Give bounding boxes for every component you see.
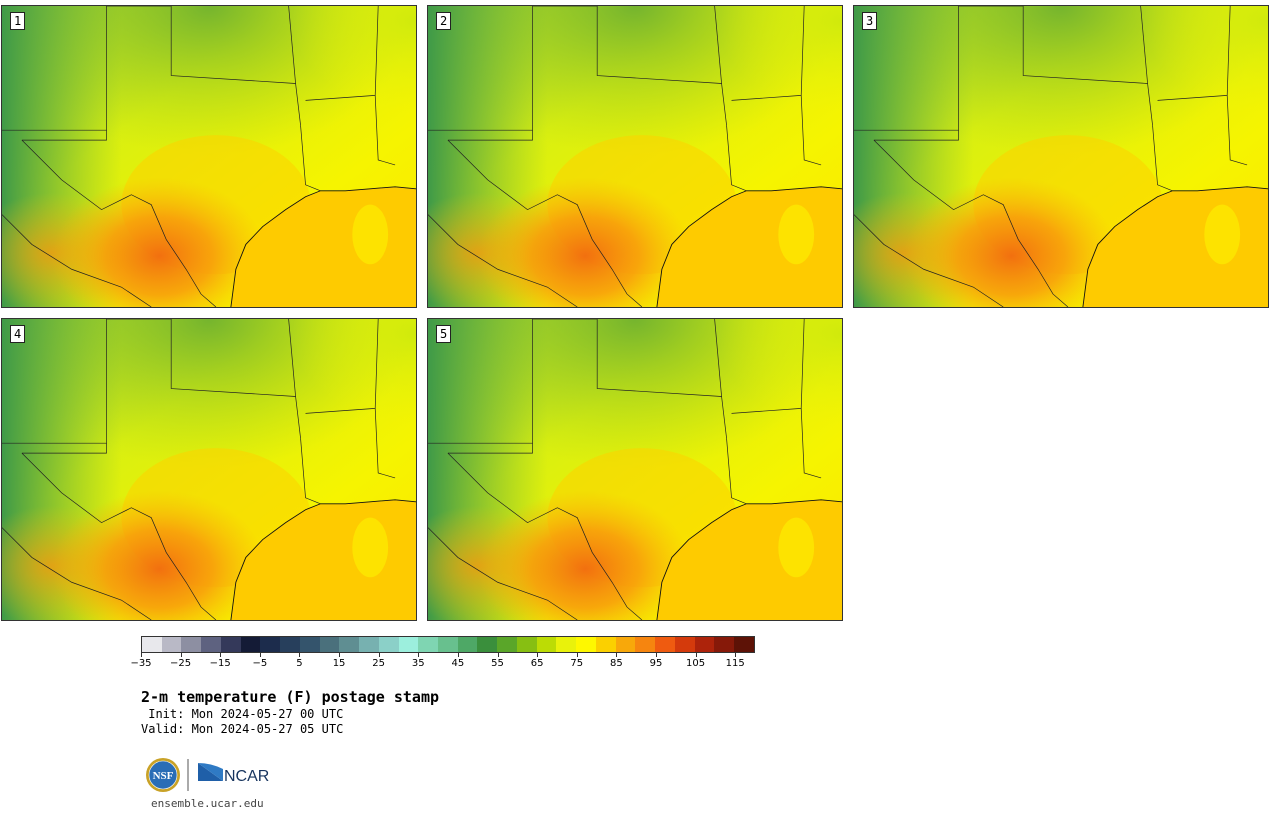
- colorbar-tick-label: 65: [530, 658, 544, 669]
- colorbar-ticks: −35 −25 −15 −5 5 15 25 35 45 55 65 75 85 95 105 115: [130, 653, 755, 673]
- temperature-map: [428, 6, 842, 307]
- colorbar-bin: [674, 637, 695, 652]
- colorbar-bin: [457, 637, 478, 652]
- colorbar-tick-mark: [616, 653, 618, 657]
- colorbar-tick-mark: [339, 653, 341, 657]
- colorbar-tick-mark: [180, 653, 182, 657]
- panel-number: 4: [10, 325, 26, 343]
- colorbar-tick-mark: [220, 653, 222, 657]
- ncar-logo-text: NCAR: [224, 768, 269, 785]
- colorbar-bin: [635, 637, 656, 652]
- colorbar-bin: [201, 637, 221, 652]
- colorbar-tick-label: 115: [725, 658, 745, 669]
- panel-number: 3: [862, 12, 878, 30]
- temperature-map: [428, 319, 842, 620]
- colorbar-bin: [181, 637, 202, 652]
- colorbar-tick-label: −35: [130, 658, 152, 669]
- stamp-panel-1: 1: [1, 5, 417, 308]
- logos: NSF NCAR: [146, 758, 269, 792]
- panel-number: 5: [436, 325, 452, 343]
- colorbar-bin: [142, 637, 162, 652]
- colorbar-bin: [319, 637, 340, 652]
- colorbar-bin: [477, 637, 498, 652]
- colorbar-bin: [556, 637, 577, 652]
- colorbar-bin: [220, 637, 241, 652]
- colorbar-bin: [714, 637, 735, 652]
- panel-number: 2: [436, 12, 452, 30]
- colorbar-tick-mark: [259, 653, 261, 657]
- colorbar-bin: [299, 637, 320, 652]
- colorbar-tick-label: 45: [451, 658, 465, 669]
- colorbar-tick-label: 35: [411, 658, 425, 669]
- figure-title: 2-m temperature (F) postage stamp: [141, 688, 440, 706]
- colorbar-tick-mark: [735, 653, 737, 657]
- colorbar-bin: [260, 637, 281, 652]
- colorbar-bin: [615, 637, 636, 652]
- colorbar-bin: [438, 637, 458, 652]
- colorbar-tick-label: 5: [296, 658, 303, 669]
- nsf-logo-text: NSF: [153, 770, 174, 782]
- colorbar-bin: [418, 637, 439, 652]
- colorbar-bin: [734, 637, 754, 652]
- colorbar-bin: [359, 637, 379, 652]
- colorbar-tick-mark: [457, 653, 459, 657]
- temperature-colorbar: −35 −25 −15 −5 5 15 25 35 45 55 65 75 85 95 105 115: [130, 636, 756, 676]
- colorbar-tick-label: −25: [170, 658, 192, 669]
- stamp-panel-3: 3: [853, 5, 1269, 308]
- colorbar-tick-label: 25: [372, 658, 386, 669]
- colorbar-tick-label: −5: [252, 658, 268, 669]
- colorbar-bin: [497, 637, 517, 652]
- colorbar-bin: [378, 637, 399, 652]
- colorbar-tick-label: 75: [570, 658, 584, 669]
- colorbar-tick-label: 105: [686, 658, 706, 669]
- site-url: ensemble.ucar.edu: [151, 797, 264, 810]
- colorbar-tick-mark: [576, 653, 578, 657]
- temperature-map: [854, 6, 1268, 307]
- colorbar-bin: [694, 637, 715, 652]
- ncar-logo-icon: NCAR: [198, 763, 269, 785]
- stamp-panel-2: 2: [427, 5, 843, 308]
- colorbar-bin: [280, 637, 300, 652]
- stamp-panel-5: 5: [427, 318, 843, 621]
- valid-time: Valid: Mon 2024-05-27 05 UTC: [141, 722, 344, 736]
- panel-number: 1: [10, 12, 26, 30]
- colorbar-tick-mark: [141, 653, 142, 657]
- colorbar-tick-mark: [695, 653, 697, 657]
- colorbar-bin: [516, 637, 537, 652]
- colorbar-bins: [141, 636, 755, 653]
- colorbar-tick-label: 15: [332, 658, 346, 669]
- colorbar-tick-label: −15: [209, 658, 231, 669]
- colorbar-bin: [240, 637, 261, 652]
- temperature-map: [2, 6, 416, 307]
- colorbar-tick-label: 55: [491, 658, 504, 669]
- nsf-logo-icon: NSF: [146, 758, 180, 792]
- colorbar-tick-label: 85: [609, 658, 623, 669]
- colorbar-tick-mark: [299, 653, 301, 657]
- colorbar-tick-mark: [655, 653, 657, 657]
- colorbar-bin: [339, 637, 360, 652]
- stamp-panel-4: 4: [1, 318, 417, 621]
- temperature-map: [2, 319, 416, 620]
- colorbar-bin: [655, 637, 675, 652]
- colorbar-bin: [576, 637, 596, 652]
- colorbar-tick-mark: [418, 653, 420, 657]
- init-time: Init: Mon 2024-05-27 00 UTC: [141, 707, 344, 721]
- colorbar-bin: [161, 637, 182, 652]
- colorbar-tick-mark: [537, 653, 539, 657]
- colorbar-tick-mark: [378, 653, 380, 657]
- colorbar-tick-mark: [497, 653, 499, 657]
- colorbar-bin: [536, 637, 557, 652]
- colorbar-bin: [398, 637, 419, 652]
- colorbar-tick-label: 95: [649, 658, 663, 669]
- colorbar-bin: [595, 637, 616, 652]
